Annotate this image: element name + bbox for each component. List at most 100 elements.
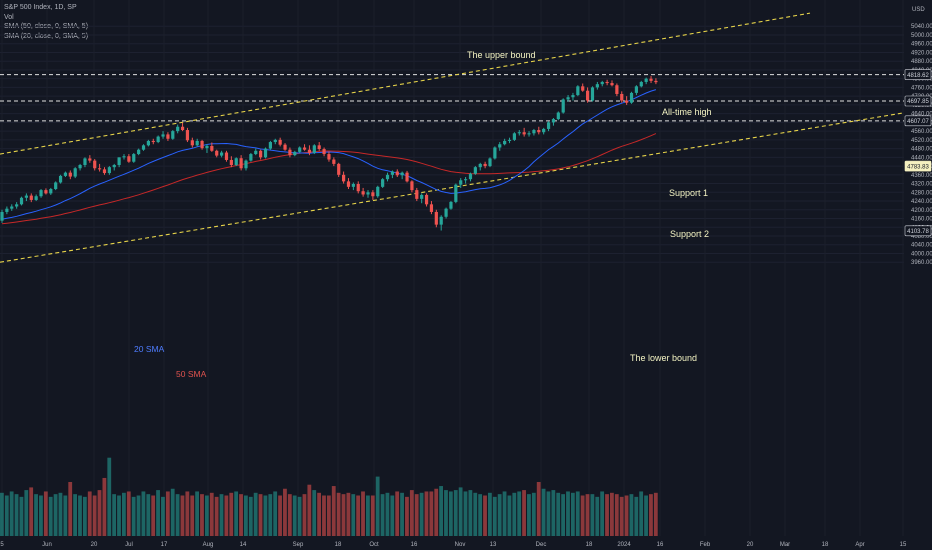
sma20-label: 20 SMA (134, 344, 165, 354)
y-tick-label: 4200.00 (911, 208, 932, 214)
volume-bar (605, 494, 609, 536)
candle-body (68, 172, 72, 177)
volume-bar (585, 494, 590, 536)
candle-body (561, 99, 565, 113)
volume-bar (161, 496, 165, 536)
volume-bar (200, 494, 204, 536)
candle-body (507, 139, 512, 141)
volume-bar (556, 492, 561, 536)
candle-body (395, 171, 399, 176)
volume-bar (405, 496, 409, 536)
candle-body (371, 192, 375, 197)
volume-bar (63, 495, 68, 536)
upper-bound-line (0, 12, 811, 155)
candle-body (288, 149, 292, 156)
y-tick-label: 4160.00 (911, 217, 932, 223)
volume-bar (92, 495, 97, 536)
candle-body (229, 159, 233, 165)
candle-body (639, 81, 643, 87)
volume-bar (165, 491, 170, 536)
candle-body (405, 172, 409, 182)
volume-bar (634, 496, 639, 536)
y-tick-label: 4920.00 (911, 50, 932, 56)
volume-bar (19, 496, 24, 536)
candle-body (312, 145, 316, 153)
volume-bar (463, 491, 468, 536)
volume-bar (356, 495, 361, 536)
volume-bar (224, 495, 229, 536)
volume-bar (419, 492, 424, 536)
grid-lines (0, 25, 904, 263)
volume-bar (34, 494, 38, 536)
candle-body (459, 180, 463, 185)
candle-body (307, 149, 312, 153)
candle-body (346, 181, 351, 187)
volume-bars (0, 457, 658, 536)
candle-body (546, 122, 551, 129)
candle-body (205, 145, 209, 149)
volume-bar (361, 491, 365, 536)
candle-body (63, 172, 68, 176)
volume-bar (644, 495, 648, 536)
volume-bar (385, 492, 390, 536)
volume-bar (87, 491, 92, 536)
candle-body (29, 195, 33, 200)
volume-bar (453, 490, 458, 536)
candle-body (342, 174, 346, 182)
candle-body (215, 150, 219, 156)
volume-bar (429, 491, 434, 536)
y-tick-label: 5040.00 (911, 24, 932, 30)
volume-bar (53, 494, 58, 536)
candle-body (263, 148, 268, 158)
lower-bound-label: The lower bound (630, 353, 697, 363)
volume-bar (536, 482, 541, 536)
candle-body (634, 86, 638, 93)
legend-symbol[interactable]: S&P 500 Index, 1D, SP (4, 4, 77, 11)
price-tag-ath (904, 69, 932, 80)
volume-bar (248, 496, 253, 536)
candle-body (381, 179, 385, 187)
candle-body (366, 192, 370, 195)
candle-body (190, 140, 194, 146)
candle-body (420, 194, 424, 199)
y-tick-label: 4960.00 (911, 42, 932, 48)
candle-body (317, 145, 321, 150)
candle-body (493, 147, 497, 159)
x-tick-label: 2024 (617, 542, 631, 548)
price-axis[interactable]: USD 5040.00 5000.00 4960.00 4920.00 4880.00 4… (904, 0, 932, 536)
volume-bar (380, 494, 385, 536)
x-tick-label: Aug (203, 542, 214, 548)
legend-volume[interactable]: Vol (4, 13, 14, 21)
volume-bar (595, 496, 600, 536)
y-tick-label: 4360.00 (911, 173, 932, 179)
candle-body (24, 195, 28, 198)
candle-body (210, 145, 214, 151)
trend-channel (0, 12, 932, 263)
candle-body (620, 93, 624, 101)
y-tick-label: 4480.00 (911, 147, 932, 153)
volume-bar (395, 491, 400, 536)
candle-body (117, 157, 121, 165)
volume-bar (444, 490, 448, 536)
candle-body (132, 154, 136, 162)
volume-bar (624, 495, 629, 536)
candle-body (473, 167, 477, 174)
volume-bar (600, 491, 605, 536)
volume-bar (175, 494, 180, 536)
price-tag-support1 (904, 95, 932, 107)
volume-bar (517, 491, 522, 536)
candle-body (600, 81, 604, 85)
volume-bar (102, 477, 107, 536)
volume-bar (229, 492, 234, 536)
time-axis[interactable]: 5 Jun 20 Jul 17 Aug 14 Sep 18 Oct 16 Nov 13 Dec 18 2024… (0, 542, 907, 548)
candles (0, 76, 658, 231)
candle-body (517, 132, 521, 134)
x-tick-label: Apr (855, 542, 864, 548)
x-tick-label: 13 (490, 542, 497, 548)
candle-body (93, 160, 97, 169)
volume-bar (156, 490, 160, 536)
candle-body (468, 173, 473, 180)
legend-sma20[interactable]: SMA (20, close, 0, SMA, 5) (4, 32, 89, 40)
volume-bar (639, 491, 644, 536)
